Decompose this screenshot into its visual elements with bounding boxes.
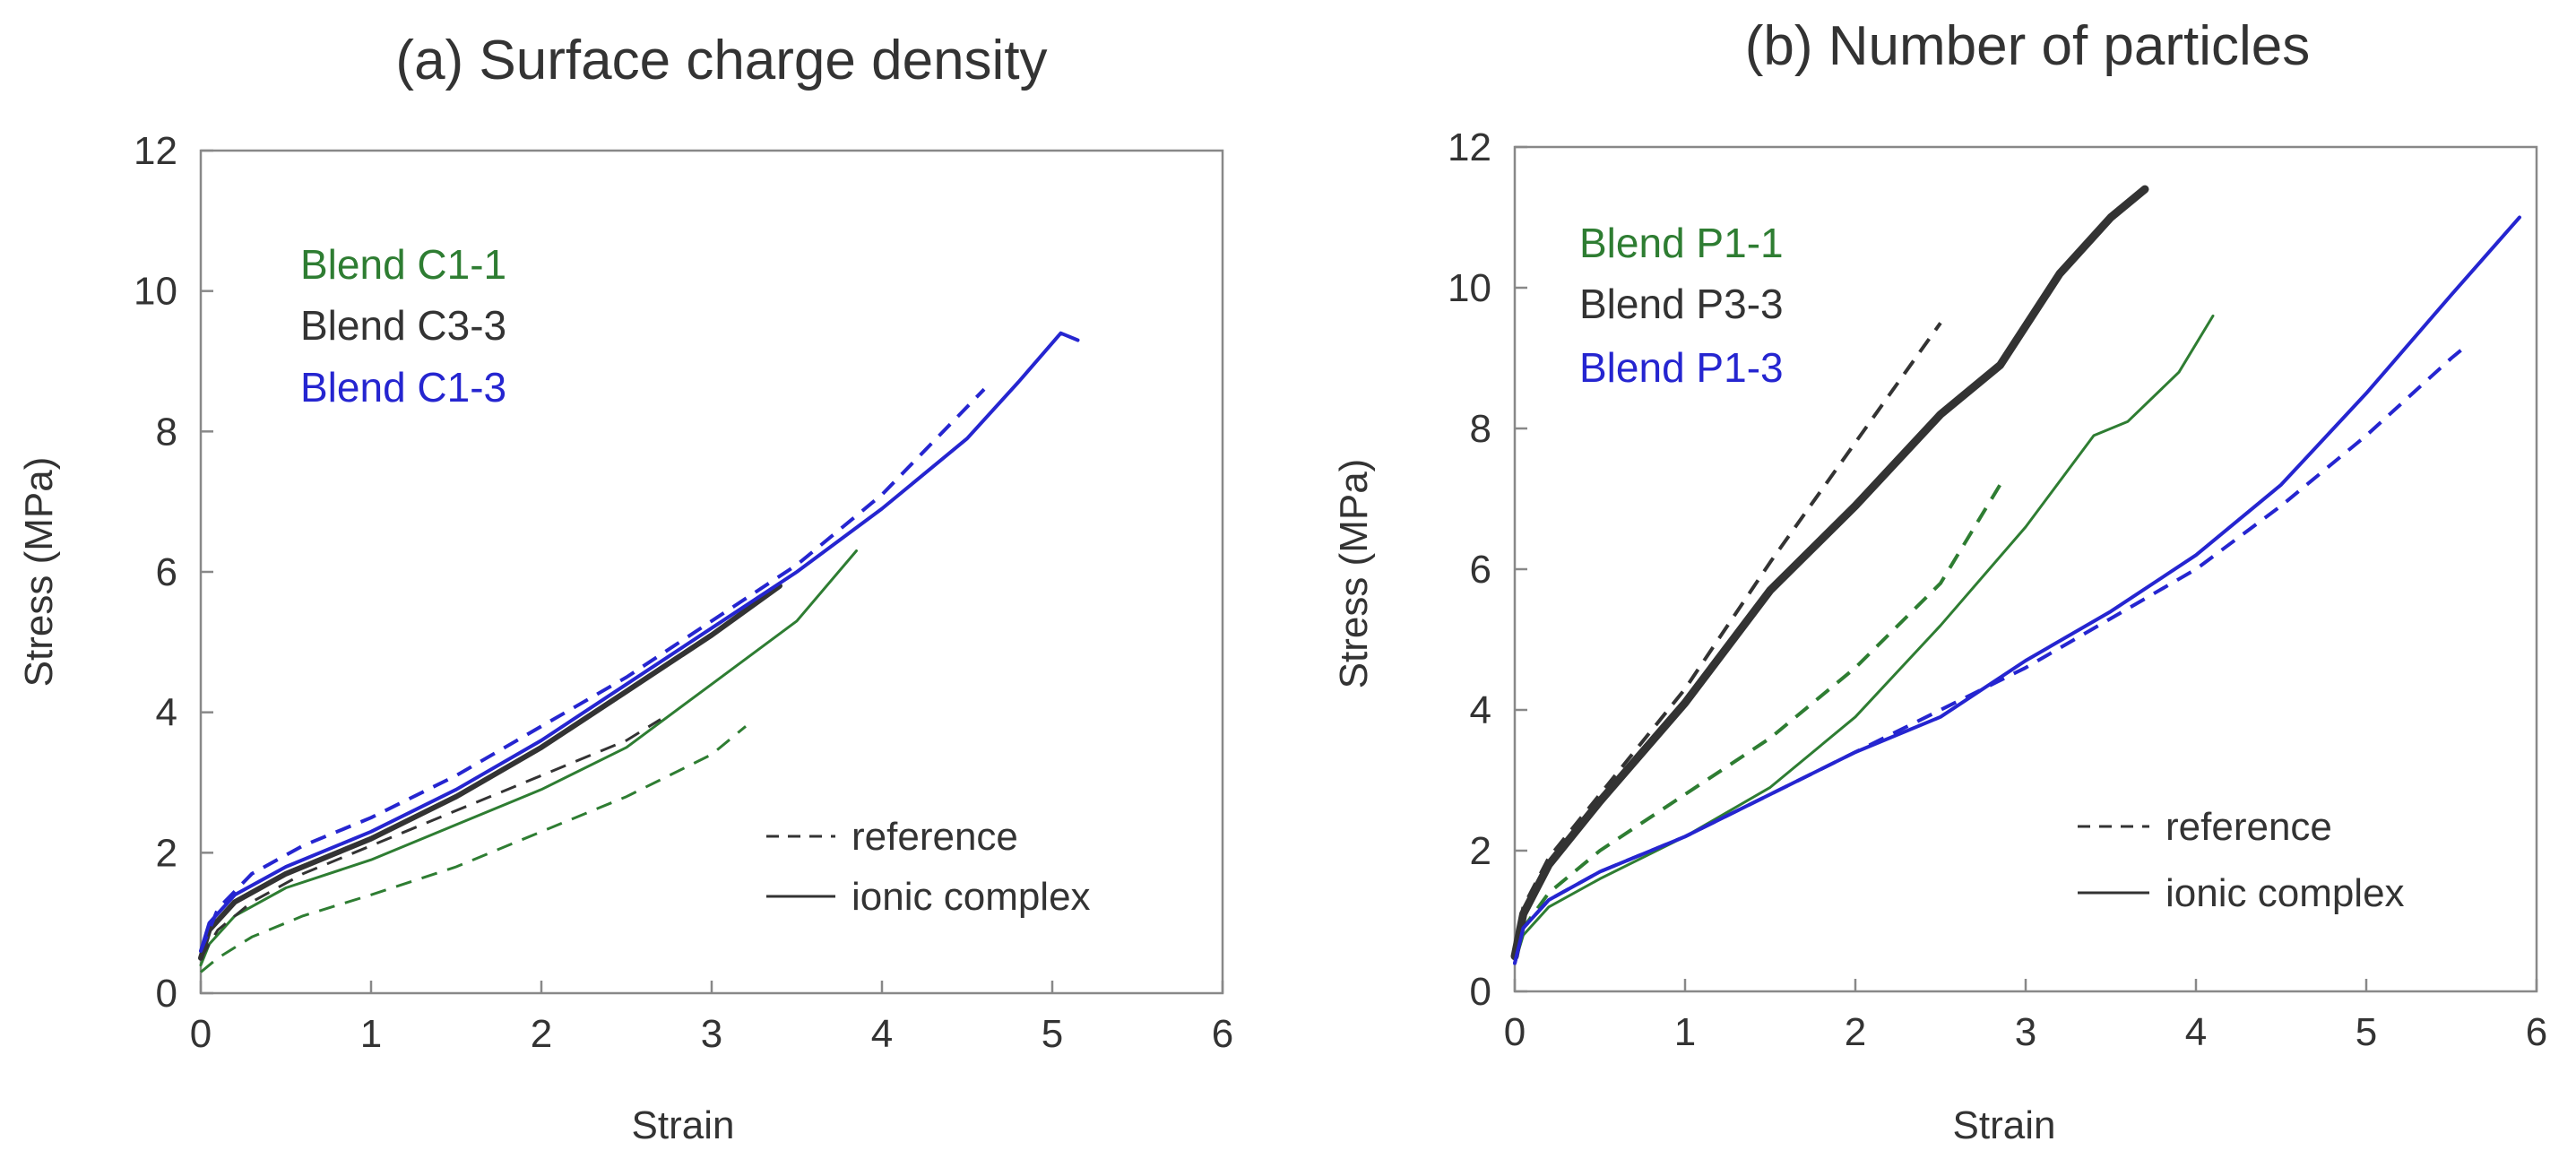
panel-b-ytick-label: 4 <box>1470 688 1491 732</box>
panel-b-ytick-label: 2 <box>1470 829 1491 873</box>
panel-b-xtick-label: 1 <box>1674 1010 1696 1054</box>
panel-a-ytick-label: 6 <box>156 550 177 594</box>
panel-a-series-line <box>200 725 747 973</box>
panel-a-series-line <box>199 331 1080 953</box>
panel-a-ytick-label: 12 <box>134 129 177 173</box>
panel-a-xtick-label: 3 <box>701 1012 722 1056</box>
panel-b-ylabel: Stress (MPa) <box>1332 459 1376 689</box>
panel-a-series-line <box>199 387 986 952</box>
panel-a: (a) Surface charge density Strain Stress… <box>17 30 1233 1147</box>
panel-b-ionic-complex-label: ionic complex <box>2165 871 2405 915</box>
panel-b-legend-entry: Blend P1-1 <box>1579 220 1784 266</box>
panel-a-legend-entry: Blend C1-3 <box>300 364 506 411</box>
panel-a-reference-label: reference <box>851 815 1018 859</box>
panel-a-legend: Blend C1-1 Blend C3-3 Blend C1-3 <box>300 241 506 411</box>
panel-b-xtick-label: 4 <box>2185 1010 2207 1054</box>
panel-a-ytick-label: 4 <box>156 691 177 735</box>
panel-b-xtick-label: 6 <box>2526 1010 2547 1054</box>
panel-b-legend: Blend P1-1 Blend P3-3 Blend P1-3 <box>1579 220 1784 391</box>
panel-b-series-line <box>1513 322 1942 950</box>
panel-b-series-line <box>1510 185 2149 961</box>
panel-b-ytick-label: 0 <box>1470 970 1491 1014</box>
panel-a-series-line <box>199 718 661 959</box>
panel-b-xtick-label: 5 <box>2356 1010 2377 1054</box>
panel-a-xtick-label: 5 <box>1042 1012 1063 1056</box>
panel-b-legend-entry: Blend P1-3 <box>1579 344 1784 391</box>
panel-a-legend-entry: Blend C1-1 <box>300 241 506 288</box>
panel-b-plot-frame <box>1513 145 2538 993</box>
panel-a-xtick-label: 1 <box>360 1012 382 1056</box>
panel-a-ylabel: Stress (MPa) <box>17 457 61 688</box>
panel-a-series-line <box>199 549 858 967</box>
panel-a-xtick-label: 4 <box>871 1012 893 1056</box>
panel-a-xtick-label: 0 <box>190 1012 212 1056</box>
panel-a-ytick-label: 2 <box>156 831 177 875</box>
panel-b-xtick-label: 0 <box>1504 1010 1526 1054</box>
panel-a-ytick-label: 8 <box>156 410 177 454</box>
panel-a-legend-entry: Blend C3-3 <box>300 302 506 349</box>
panel-b-ytick-label: 8 <box>1470 407 1491 451</box>
panel-b-xtick-label: 3 <box>2015 1010 2036 1054</box>
panel-a-xtick-label: 2 <box>531 1012 552 1056</box>
panel-a-xtick-label: 6 <box>1212 1012 1233 1056</box>
panel-a-style-legend: reference ionic complex <box>766 815 1091 919</box>
panel-b-ytick-label: 12 <box>1448 125 1491 169</box>
panel-b-series-line <box>1513 314 2215 965</box>
panel-b: (b) Number of particles Strain Stress (M… <box>1332 15 2547 1147</box>
panel-b-style-legend: reference ionic complex <box>2078 805 2405 915</box>
panel-b-reference-label: reference <box>2165 805 2332 849</box>
panel-a-ionic-complex-label: ionic complex <box>851 875 1091 919</box>
panel-b-ytick-label: 6 <box>1470 548 1491 592</box>
panel-b-ytick-label: 10 <box>1448 266 1491 310</box>
panel-b-title: (b) Number of particles <box>1745 15 2311 77</box>
panel-a-xlabel: Strain <box>632 1103 735 1147</box>
panel-a-ytick-label: 0 <box>156 972 177 1016</box>
panel-b-legend-entry: Blend P3-3 <box>1579 281 1784 327</box>
panel-a-series-line <box>198 583 782 961</box>
panel-b-xtick-label: 2 <box>1845 1010 1866 1054</box>
panel-b-xlabel: Strain <box>1953 1103 2056 1147</box>
panel-b-series-line <box>1513 215 2521 965</box>
panel-a-ytick-label: 10 <box>134 270 177 314</box>
panel-a-title: (a) Surface charge density <box>395 30 1047 91</box>
